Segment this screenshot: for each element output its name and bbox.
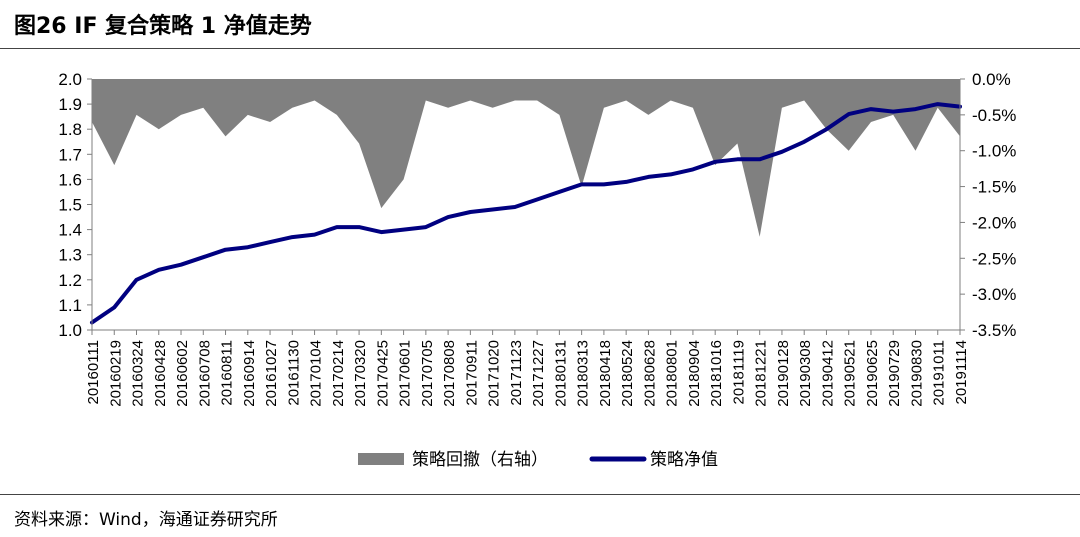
- right-tick-label: -3.5%: [972, 321, 1016, 340]
- x-tick-label: 20190128: [775, 340, 792, 407]
- x-tick-label: 20190412: [819, 340, 836, 407]
- nav-line: [90, 102, 962, 325]
- left-tick-label: 1.3: [58, 246, 82, 265]
- legend: 策略回撤（右轴） 策略净值: [358, 450, 718, 469]
- legend-swatch-drawdown: [358, 453, 404, 465]
- x-tick-label: 20160602: [174, 340, 191, 407]
- x-tick-label: 20191114: [953, 340, 970, 405]
- x-tick-label: 20170911: [463, 340, 480, 406]
- source-rule: [0, 494, 1080, 495]
- right-tick-label: -3.0%: [972, 285, 1016, 304]
- x-tick-label: 20181016: [708, 340, 725, 407]
- right-tick-label: -2.0%: [972, 213, 1016, 232]
- x-tick-label: 20160914: [241, 340, 258, 407]
- left-tick-label: 1.4: [58, 221, 82, 240]
- x-tick-label: 20170320: [352, 340, 369, 407]
- drawdown-area: [92, 79, 960, 237]
- drawdown-series: [92, 79, 960, 237]
- x-tick-label: 20160324: [130, 340, 147, 407]
- axes: 1.0 1.1 1.2 1.3 1.4 1.5 1.6 1.7 1.8 1.9 2.0 -3.5% -3…: [58, 70, 1016, 407]
- x-tick-label: 20161130: [285, 340, 302, 406]
- x-tick-label: 20160111: [85, 340, 102, 405]
- left-tick-label: 1.1: [58, 296, 82, 315]
- title-rule: [0, 48, 1080, 49]
- x-tick-label: 20160219: [107, 340, 124, 407]
- figure-title: 图26 IF 复合策略 1 净值走势: [14, 14, 312, 39]
- left-tick-label: 1.9: [58, 95, 82, 114]
- x-tick-label: 20180904: [686, 340, 703, 407]
- x-tick-label: 20170214: [330, 340, 347, 407]
- x-tick-label: 20180801: [664, 340, 681, 407]
- left-tick-label: 1.2: [58, 271, 82, 290]
- legend-label-drawdown: 策略回撤（右轴）: [412, 450, 548, 469]
- x-tick-label: 20181221: [753, 340, 770, 407]
- x-tick-label: 20190729: [886, 340, 903, 407]
- x-tick-label: 20190521: [842, 340, 859, 407]
- x-tick-label: 20180524: [619, 340, 636, 407]
- x-tick-label: 20180628: [641, 340, 658, 407]
- x-tick-label: 20190308: [797, 340, 814, 407]
- left-tick-label: 2.0: [58, 70, 82, 89]
- x-tick-label: 20180418: [597, 340, 614, 407]
- x-tick-label: 20190625: [864, 340, 881, 407]
- legend-label-nav: 策略净值: [650, 450, 718, 469]
- x-tick-label: 20180131: [552, 340, 569, 407]
- x-tick-label: 20191011: [931, 340, 948, 406]
- x-tick-label: 20170808: [441, 340, 458, 407]
- x-tick-label: 20181119: [730, 340, 747, 405]
- x-tick-label: 20170104: [308, 340, 325, 407]
- left-tick-label: 1.8: [58, 120, 82, 139]
- x-tick-label: 20171123: [508, 340, 525, 406]
- x-tick-label: 20160811: [219, 340, 236, 406]
- left-tick-label: 1.6: [58, 170, 82, 189]
- left-tick-label: 1.5: [58, 196, 82, 215]
- x-tick-label: 20170601: [397, 340, 414, 407]
- left-tick-label: 1.0: [58, 321, 82, 340]
- right-tick-label: -0.5%: [972, 106, 1016, 125]
- x-tick-label: 20171227: [530, 340, 547, 407]
- right-tick-label: -2.5%: [972, 249, 1016, 268]
- x-tick-label: 20170425: [374, 340, 391, 407]
- dual-axis-chart: 1.0 1.1 1.2 1.3 1.4 1.5 1.6 1.7 1.8 1.9 2.0 -3.5% -3…: [58, 70, 1016, 469]
- x-tick-label: 20170705: [419, 340, 436, 407]
- x-tick-label: 20160708: [196, 340, 213, 407]
- right-tick-label: -1.5%: [972, 178, 1016, 197]
- x-tick-label: 20180313: [575, 340, 592, 407]
- source-note: 资料来源：Wind，海通证券研究所: [14, 510, 278, 530]
- x-tick-label: 20161027: [263, 340, 280, 407]
- left-tick-label: 1.7: [58, 145, 82, 164]
- x-tick-label: 20171020: [486, 340, 503, 407]
- x-tick-label: 20190830: [908, 340, 925, 407]
- nav-series: [90, 102, 962, 325]
- right-tick-label: -1.0%: [972, 142, 1016, 161]
- right-tick-label: 0.0%: [972, 70, 1011, 89]
- x-tick-label: 20160428: [152, 340, 169, 407]
